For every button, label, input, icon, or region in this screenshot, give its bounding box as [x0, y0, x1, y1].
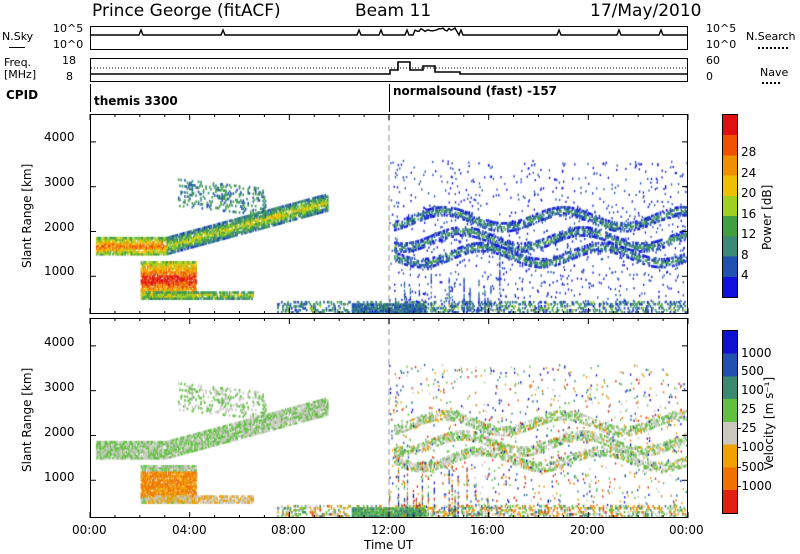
cpid-mode-2: normalsound (fast) -157	[393, 84, 558, 98]
velocity-heatmap	[91, 319, 687, 517]
velocity-cb-tick: -500	[737, 460, 765, 474]
velocity-cb-tick: 1000	[741, 346, 772, 360]
power-heatmap	[91, 115, 687, 313]
x-axis-label: Time UT	[364, 538, 414, 552]
freq-right-bottom: 0	[706, 70, 713, 83]
power-cb-tick: 16	[741, 207, 757, 221]
nsearch-dots	[758, 47, 788, 49]
power-cb-tick: 8	[741, 248, 749, 262]
beam-title: Beam 11	[355, 1, 432, 21]
power-cb-tick: 28	[741, 145, 757, 159]
noise-trace	[91, 27, 687, 37]
velocity-ytick: 4000	[44, 335, 75, 349]
power-cb-tick: 12	[741, 227, 757, 241]
date-title: 17/May/2010	[590, 1, 702, 21]
noise-right-top: 10^5	[706, 22, 737, 35]
cpid-divider-mid	[389, 84, 390, 112]
velocity-ytick: 2000	[44, 425, 75, 439]
velocity-cb-tick: -25	[737, 421, 757, 435]
x-tick: 08:00	[271, 523, 306, 537]
cpid-label: CPID	[6, 88, 39, 102]
noise-right-bottom: 10^0	[706, 38, 737, 51]
velocity-colorbar	[722, 330, 738, 514]
velocity-ytick: 3000	[44, 380, 75, 394]
velocity-ytick: 1000	[44, 470, 75, 484]
x-tick: 00:00	[669, 523, 704, 537]
power-ytick: 2000	[44, 220, 75, 234]
power-colorbar	[722, 114, 738, 298]
power-ytick: 1000	[44, 264, 75, 278]
noise-panel	[90, 26, 688, 50]
nsky-underline	[9, 47, 25, 48]
velocity-cb-tick: 100	[741, 383, 764, 397]
site-title: Prince George (fitACF)	[92, 1, 281, 21]
freq-label: Freq.	[4, 56, 32, 69]
velocity-cb-tick: 500	[741, 364, 764, 378]
velocity-cb-tick: -100	[737, 440, 765, 454]
x-tick: 20:00	[570, 523, 605, 537]
noise-left-top: 10^5	[53, 22, 84, 35]
x-tick: 12:00	[371, 523, 406, 537]
cpid-divider-left	[90, 84, 91, 112]
freq-right-top: 60	[706, 54, 720, 67]
power-cb-tick: 4	[741, 268, 749, 282]
cpid-mode-1: themis 3300	[94, 94, 178, 108]
freq-unit-label: [MHz]	[4, 68, 37, 81]
power-cb-tick: 24	[741, 166, 757, 180]
power-ytick: 4000	[44, 130, 75, 144]
power-ytick: 3000	[44, 175, 75, 189]
nsky-label: N.Sky	[2, 30, 34, 43]
noise-left-bottom: 10^0	[53, 38, 84, 51]
nave-dots	[762, 82, 780, 84]
nsearch-label: N.Search	[746, 30, 796, 43]
power-cb-tick: 20	[741, 186, 757, 200]
velocity-cb-tick: 25	[741, 402, 757, 416]
freq-left-top: 18	[62, 54, 76, 67]
freq-left-bottom: 8	[66, 70, 73, 83]
x-tick: 04:00	[172, 523, 207, 537]
freq-trace	[91, 61, 687, 75]
x-tick: 00:00	[72, 523, 107, 537]
freq-panel	[90, 58, 688, 82]
x-tick: 16:00	[470, 523, 505, 537]
nave-label: Nave	[760, 66, 789, 79]
velocity-cb-tick: -1000	[737, 479, 772, 493]
